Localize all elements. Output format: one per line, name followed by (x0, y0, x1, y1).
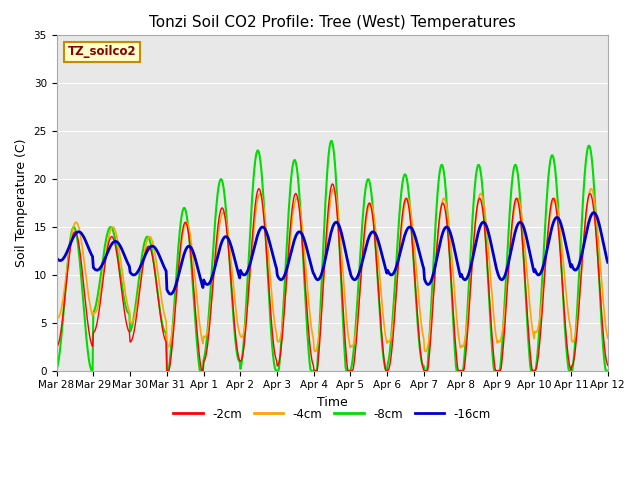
Y-axis label: Soil Temperature (C): Soil Temperature (C) (15, 139, 28, 267)
-2cm (120, 300, 127, 306)
-4cm (421, 348, 429, 354)
-8cm (63, 274, 70, 279)
-4cm (63, 270, 70, 276)
-16cm (604, 259, 612, 265)
-16cm (167, 291, 175, 297)
-16cm (416, 252, 424, 258)
Line: -4cm: -4cm (56, 189, 608, 351)
-4cm (204, 324, 212, 329)
-2cm (401, 198, 408, 204)
-2cm (417, 350, 424, 356)
-8cm (604, 368, 612, 373)
-2cm (176, 249, 184, 255)
-8cm (417, 353, 424, 359)
-2cm (329, 181, 337, 187)
-2cm (205, 328, 213, 334)
Line: -8cm: -8cm (56, 141, 608, 371)
-4cm (52, 314, 60, 320)
-8cm (328, 138, 335, 144)
Legend: -2cm, -4cm, -8cm, -16cm: -2cm, -4cm, -8cm, -16cm (168, 403, 495, 425)
-16cm (400, 236, 408, 241)
-2cm (163, 368, 171, 373)
-16cm (176, 266, 184, 272)
-8cm (163, 368, 171, 373)
-8cm (401, 172, 408, 178)
-2cm (52, 344, 60, 350)
-4cm (587, 186, 595, 192)
-4cm (399, 213, 407, 218)
-4cm (415, 300, 423, 305)
-8cm (176, 227, 184, 233)
-16cm (120, 250, 127, 255)
-16cm (590, 210, 598, 216)
-8cm (205, 308, 213, 314)
-8cm (52, 367, 60, 372)
-4cm (120, 276, 127, 282)
Text: TZ_soilco2: TZ_soilco2 (68, 46, 136, 59)
-2cm (63, 279, 70, 285)
Line: -2cm: -2cm (56, 184, 608, 371)
Line: -16cm: -16cm (56, 213, 608, 294)
X-axis label: Time: Time (317, 396, 348, 409)
-16cm (63, 250, 70, 256)
-16cm (205, 281, 213, 287)
-4cm (604, 335, 612, 341)
-2cm (604, 362, 612, 368)
-8cm (120, 291, 127, 297)
-16cm (52, 255, 60, 261)
-4cm (175, 261, 183, 267)
Title: Tonzi Soil CO2 Profile: Tree (West) Temperatures: Tonzi Soil CO2 Profile: Tree (West) Temp… (148, 15, 516, 30)
